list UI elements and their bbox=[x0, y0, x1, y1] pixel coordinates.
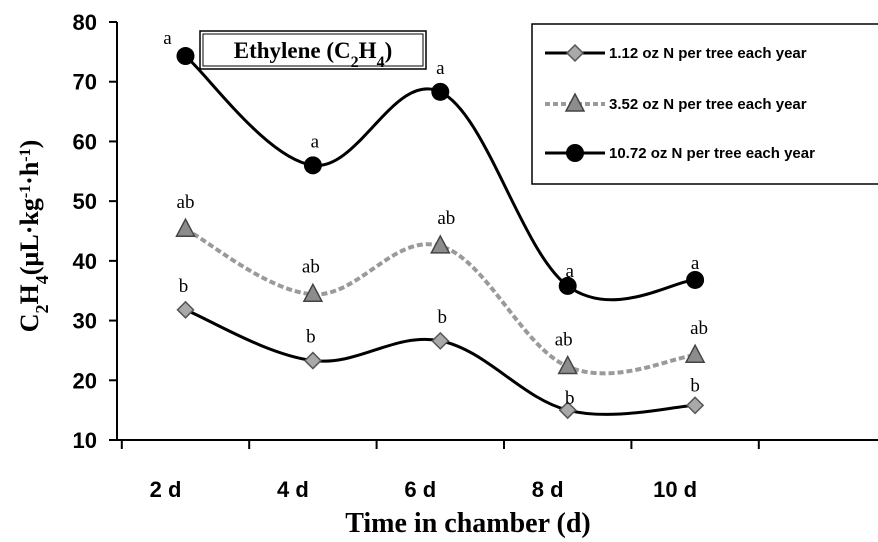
y-tick-label: 50 bbox=[73, 189, 97, 214]
y-tick-label: 60 bbox=[73, 129, 97, 154]
y-tick-label: 10 bbox=[73, 428, 97, 453]
y-tick-label: 30 bbox=[73, 309, 97, 334]
data-point bbox=[557, 354, 578, 375]
data-label: ab bbox=[555, 330, 573, 351]
data-label: a bbox=[691, 253, 700, 274]
data-point bbox=[175, 217, 196, 237]
series-layer bbox=[175, 47, 706, 420]
y-ticks: 10 20 30 40 50 60 70 80 bbox=[73, 10, 117, 453]
data-label: a bbox=[163, 28, 172, 49]
data-label: b bbox=[306, 327, 316, 348]
legend-marker bbox=[565, 43, 585, 63]
x-tick-label: 6 d bbox=[404, 477, 436, 502]
x-ticks: 2 d 4 d 6 d 8 d 10 d bbox=[120, 440, 760, 502]
annotations: b b b b b ab ab ab ab ab a a a a a bbox=[163, 28, 708, 409]
x-tick-label: 2 d bbox=[150, 477, 182, 502]
x-tick-label: 4 d bbox=[277, 477, 309, 502]
data-label: b bbox=[438, 307, 448, 328]
legend-marker bbox=[564, 92, 586, 112]
data-label: a bbox=[436, 58, 445, 79]
x-tick-label: 10 d bbox=[653, 477, 697, 502]
y-tick-label: 70 bbox=[73, 70, 97, 95]
series-diamond bbox=[176, 300, 705, 420]
series-circle bbox=[176, 47, 705, 302]
data-label: b bbox=[690, 375, 700, 396]
data-label: ab bbox=[302, 256, 320, 277]
data-point bbox=[302, 282, 324, 303]
data-label: b bbox=[565, 388, 575, 409]
data-point bbox=[430, 234, 451, 254]
legend-label: 3.52 oz N per tree each year bbox=[609, 96, 807, 113]
legend: 1.12 oz N per tree each year 3.52 oz N pe… bbox=[531, 23, 878, 185]
data-point bbox=[431, 331, 450, 350]
data-point bbox=[558, 401, 577, 420]
series-triangle bbox=[175, 217, 706, 376]
y-tick-label: 40 bbox=[73, 249, 97, 274]
data-label: a bbox=[565, 261, 574, 282]
title-box bbox=[199, 30, 427, 70]
data-point bbox=[686, 270, 705, 289]
data-point bbox=[684, 343, 706, 363]
data-point bbox=[303, 156, 322, 175]
y-tick-label: 20 bbox=[73, 368, 97, 393]
data-point bbox=[431, 82, 450, 101]
x-axis-label: Time in chamber (d) bbox=[345, 508, 591, 539]
data-point bbox=[558, 276, 577, 295]
data-point bbox=[303, 351, 322, 370]
data-point bbox=[176, 300, 195, 319]
data-point bbox=[176, 47, 195, 66]
chart-title: Ethylene (C2H4) bbox=[199, 30, 427, 71]
data-label: ab bbox=[177, 192, 195, 213]
legend-label: 1.12 oz N per tree each year bbox=[609, 45, 807, 62]
legend-item: 10.72 oz N per tree each year bbox=[545, 144, 815, 162]
data-label: a bbox=[311, 131, 320, 152]
legend-label: 10.72 oz N per tree each year bbox=[609, 145, 815, 162]
legend-marker bbox=[566, 144, 584, 162]
data-label: b bbox=[179, 276, 189, 297]
y-axis-label: C2H4(µL·kg-1·h-1) bbox=[15, 140, 52, 333]
x-tick-label: 8 d bbox=[532, 477, 564, 502]
data-label: ab bbox=[690, 318, 708, 339]
data-point bbox=[686, 396, 705, 415]
y-tick-label: 80 bbox=[73, 10, 97, 35]
legend-item: 3.52 oz N per tree each year bbox=[545, 92, 807, 113]
data-label: ab bbox=[437, 208, 455, 229]
legend-item: 1.12 oz N per tree each year bbox=[545, 43, 807, 63]
